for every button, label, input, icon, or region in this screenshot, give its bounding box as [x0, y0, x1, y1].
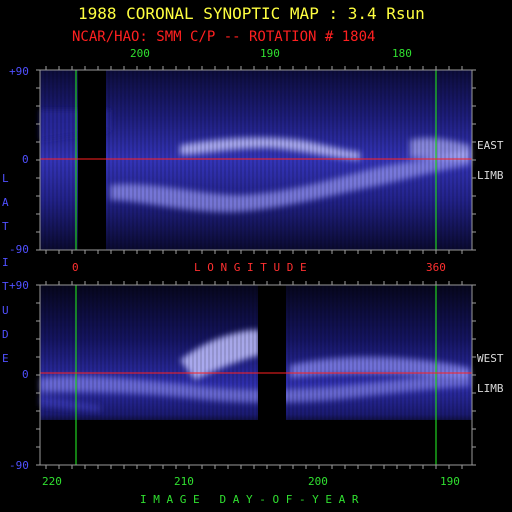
day-of-year-tick: 190 [440, 475, 460, 488]
bottom-lat-tick: +90 [9, 279, 29, 292]
page-subtitle: NCAR/HAO: SMM C/P -- ROTATION # 1804 [72, 29, 376, 45]
day-of-year-tick: 200 [308, 475, 328, 488]
top-axis-tick: 190 [260, 47, 280, 60]
latitude-letter: T [2, 280, 9, 293]
bottom-lat-tick: -90 [9, 459, 29, 472]
top-axis-tick: 180 [392, 47, 412, 60]
latitude-letter: U [2, 304, 9, 317]
top-map [39, 69, 473, 251]
day-of-year-axis-label: I M A G E D A Y - O F - Y E A R [140, 493, 359, 506]
latitude-letter: E [2, 352, 9, 365]
day-of-year-tick: 210 [174, 475, 194, 488]
day-of-year-tick: 220 [42, 475, 62, 488]
longitude-tick: 360 [426, 261, 446, 274]
bottom-map [39, 284, 473, 466]
west-label: WEST [477, 352, 504, 365]
latitude-letter: T [2, 220, 9, 233]
longitude-tick: 0 [72, 261, 79, 274]
bottom-lat-tick: 0 [22, 368, 29, 381]
latitude-letter: D [2, 328, 9, 341]
longitude-axis-label: L O N G I T U D E [194, 261, 307, 274]
top-lat-tick: +90 [9, 65, 29, 78]
top-lat-tick: 0 [22, 153, 29, 166]
limb-label: LIMB [477, 382, 504, 395]
top-axis-tick: 200 [130, 47, 150, 60]
top-lat-tick: -90 [9, 243, 29, 256]
page-title: 1988 CORONAL SYNOPTIC MAP : 3.4 Rsun [78, 4, 425, 23]
axis-ticks [36, 66, 476, 469]
latitude-letter: A [2, 196, 9, 209]
latitude-letter: I [2, 256, 9, 269]
east-label: EAST [477, 139, 504, 152]
limb-label: LIMB [477, 169, 504, 182]
latitude-letter: L [2, 172, 9, 185]
